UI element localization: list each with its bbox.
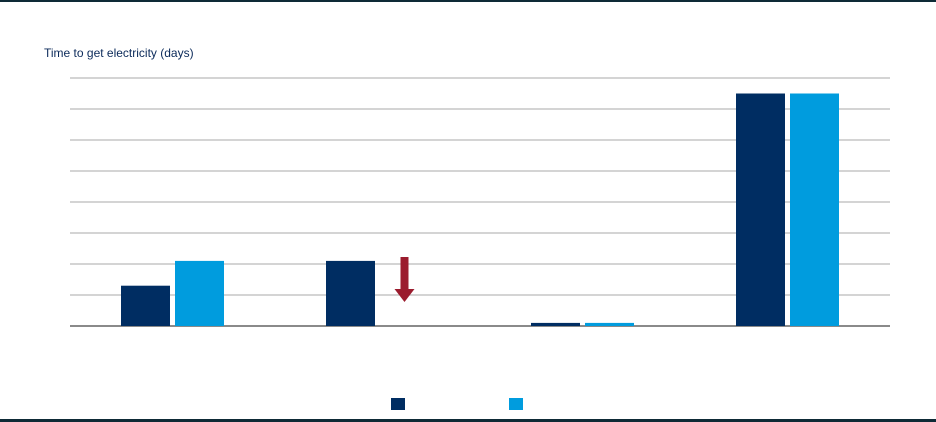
legend-swatch-series-1 [391,398,405,410]
bar-series-2-cat-4 [790,93,839,326]
bar-series-1-cat-4 [736,93,785,326]
y-axis-label: Time to get electricity (days) [44,46,194,60]
legend-item-series-1 [391,398,411,410]
legend [0,398,936,412]
bar-series-1-cat-1 [121,285,170,326]
bar-series-2-cat-3 [585,322,634,326]
bar-series-2-cat-1 [175,260,224,326]
arrow-shaft [400,257,409,289]
legend-swatch-series-2 [509,398,523,410]
bar-series-1-cat-3 [531,322,580,326]
bar-series-1-cat-2 [326,260,375,326]
bar-chart [70,77,890,327]
arrow-head [394,289,415,302]
decrease-arrow-icon [394,257,415,302]
top-border [0,0,936,2]
bottom-border [0,419,936,422]
legend-item-series-2 [509,398,529,410]
